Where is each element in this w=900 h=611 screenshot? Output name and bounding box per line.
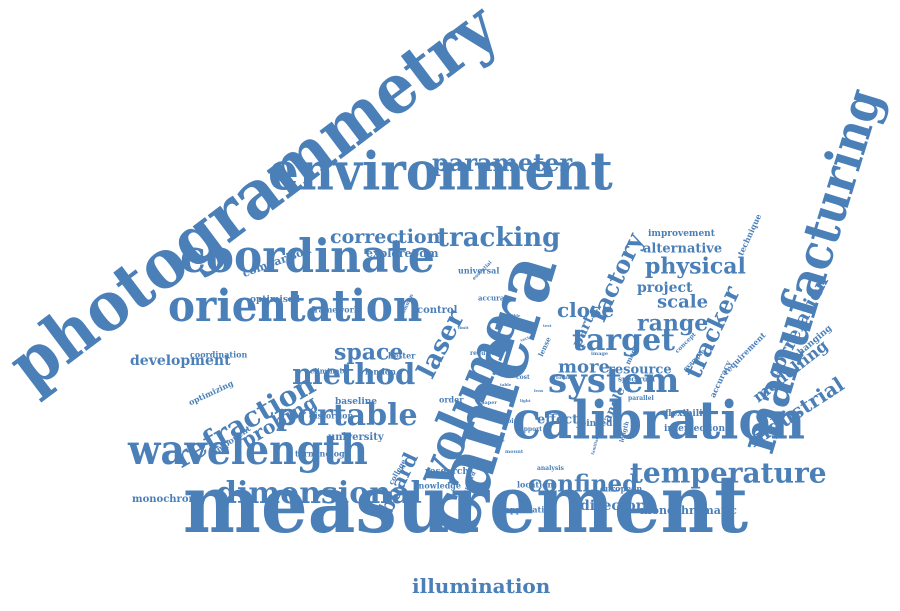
word-temperature: temperature <box>630 456 827 490</box>
word-intersection: intersection <box>664 423 725 434</box>
word-technique: technique <box>735 212 764 258</box>
word-project: project <box>637 279 693 296</box>
word-calibration: calibration <box>512 390 806 452</box>
word-visible: visible <box>506 312 521 318</box>
word-spectrum: spectrum <box>618 374 655 384</box>
word-research: research <box>425 466 469 477</box>
word-test: test <box>543 322 552 328</box>
word-eliminate: eliminate <box>310 366 348 376</box>
word-portable: portable <box>276 398 418 433</box>
word-flexibility: flexibility <box>665 408 712 419</box>
word-range: range <box>637 310 709 337</box>
word-environment: environment <box>268 141 613 203</box>
word-accurate: accurate <box>478 293 513 303</box>
word-physical: physical <box>645 253 746 280</box>
word-parameter: parameter <box>432 147 573 177</box>
word-dimensional: dimensional <box>216 476 422 511</box>
word-application: application <box>505 504 556 515</box>
word-future: future <box>487 438 505 444</box>
word-table: table <box>500 381 512 387</box>
word-parallel: parallel <box>628 395 654 403</box>
word-monochromatic: monochromatic <box>640 504 737 518</box>
word-knowledge: knowledge <box>413 480 461 491</box>
word-scale: scale <box>657 291 709 313</box>
word-terminology: terminology <box>295 448 350 459</box>
word-space: space <box>334 339 404 366</box>
word-optimizing: optimizing <box>186 377 235 408</box>
word-sensor: sensor <box>468 405 483 411</box>
word-improvement: improvement <box>648 228 715 239</box>
word-order: order <box>439 394 464 405</box>
word-setup: setup <box>492 367 505 373</box>
word-jointed: jointed <box>577 418 613 429</box>
word-control: control <box>417 305 458 316</box>
word-cost: cost <box>516 374 530 382</box>
word-effect: effect <box>537 412 579 428</box>
word-framework: framework <box>311 304 360 315</box>
word-illumination: illumination <box>412 574 551 598</box>
word-explore3dm: explore3dm <box>366 247 439 261</box>
word-london: london <box>365 366 396 377</box>
word-universal: universal <box>458 265 500 276</box>
word-distortion: distortion <box>309 410 354 421</box>
word-orientation: orientation <box>168 280 423 332</box>
word-better: better <box>388 350 416 361</box>
word-method: method <box>292 356 416 391</box>
word-focal: focal <box>556 375 570 381</box>
word-paper: paper <box>481 400 498 406</box>
word-support: support <box>516 426 543 434</box>
word-system: system <box>548 360 680 401</box>
word-university: university <box>328 432 384 443</box>
word-require: require <box>470 350 495 358</box>
word-resource: resource <box>608 362 672 378</box>
word-coordinate: coordinate <box>180 229 435 284</box>
word-light: light <box>520 397 531 403</box>
word-tracking: tracking <box>437 223 561 254</box>
word-development: development <box>130 352 231 369</box>
word-european: european <box>600 483 643 494</box>
word-close: close <box>557 298 615 322</box>
word-baseline: baseline <box>335 396 378 407</box>
word-monochrome: monochrome <box>132 494 206 505</box>
word-alternative: alternative <box>643 241 723 257</box>
word-directory: directory <box>580 497 652 514</box>
word-coordination: coordination <box>190 349 248 360</box>
word-analysis: analysis <box>537 465 564 473</box>
word-measurement: measurement <box>183 457 749 551</box>
word-correction: correction <box>330 225 441 248</box>
word-optimised: optimised <box>250 294 300 305</box>
word-target: target <box>572 323 676 358</box>
word-confined: confined <box>528 470 639 498</box>
word-lens: lens <box>534 387 544 393</box>
word-more: more <box>558 356 610 378</box>
word-mount: mount <box>505 449 524 455</box>
word-limit: limit <box>458 324 469 330</box>
word-location: location <box>517 479 554 490</box>
word-point: point <box>503 418 521 426</box>
word-wavelength: wavelength <box>128 426 368 475</box>
word-image: image <box>591 351 609 357</box>
